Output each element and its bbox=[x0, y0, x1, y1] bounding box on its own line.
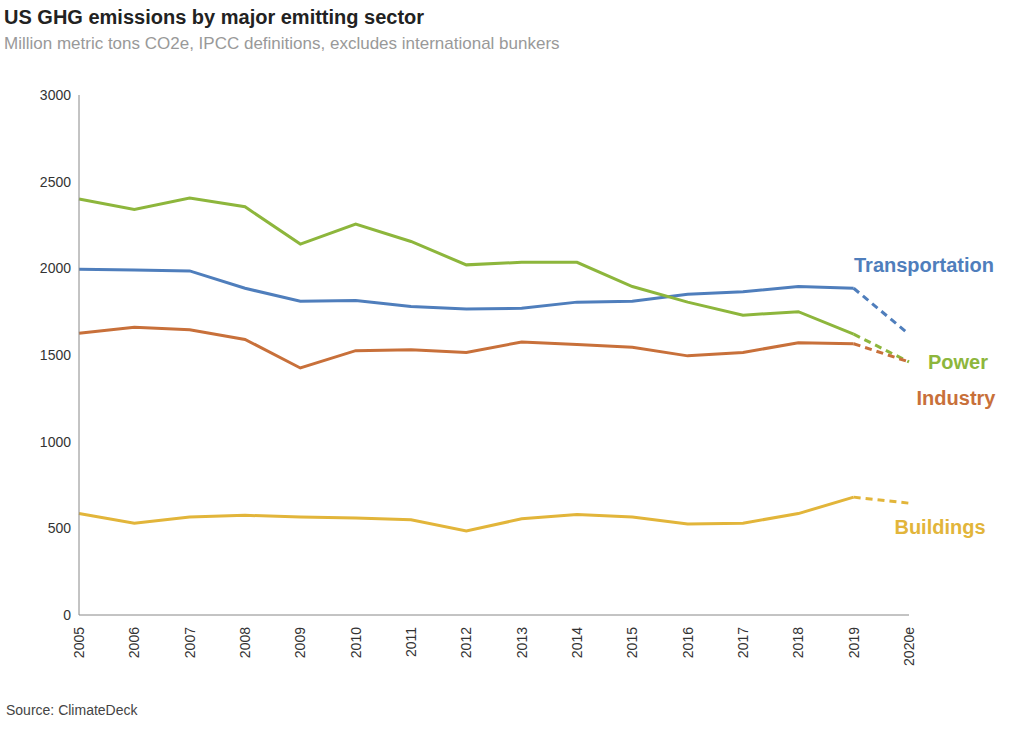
svg-text:2015: 2015 bbox=[624, 627, 640, 658]
svg-text:2014: 2014 bbox=[569, 627, 585, 658]
html-text:Million metric tons CO2e, IPCC: Million metric tons CO2e, IPCC definitio… bbox=[4, 34, 560, 53]
svg-text:2000: 2000 bbox=[40, 260, 71, 276]
svg-text:2018: 2018 bbox=[790, 627, 806, 658]
svg-text:1000: 1000 bbox=[40, 434, 71, 450]
svg-text:0: 0 bbox=[63, 607, 71, 623]
svg-text:2019: 2019 bbox=[846, 627, 862, 658]
html-text:US GHG emissions by major emit: US GHG emissions by major emitting secto… bbox=[4, 6, 425, 28]
svg-text:1500: 1500 bbox=[40, 347, 71, 363]
svg-text:2020e: 2020e bbox=[901, 627, 917, 666]
svg-text:2016: 2016 bbox=[680, 627, 696, 658]
svg-text:2006: 2006 bbox=[126, 627, 142, 658]
svg-text:2007: 2007 bbox=[182, 627, 198, 658]
svg-text:Buildings: Buildings bbox=[894, 516, 985, 538]
html-text:Source: ClimateDeck: Source: ClimateDeck bbox=[6, 702, 138, 718]
svg-text:500: 500 bbox=[48, 520, 72, 536]
svg-text:2013: 2013 bbox=[514, 627, 530, 658]
svg-text:Industry: Industry bbox=[917, 387, 997, 409]
svg-text:2500: 2500 bbox=[40, 174, 71, 190]
svg-text:2017: 2017 bbox=[735, 627, 751, 658]
svg-text:2011: 2011 bbox=[403, 627, 419, 657]
svg-text:2012: 2012 bbox=[458, 627, 474, 658]
svg-text:Power: Power bbox=[928, 351, 988, 373]
svg-text:Transportation: Transportation bbox=[854, 254, 994, 276]
svg-text:2005: 2005 bbox=[71, 627, 87, 658]
svg-text:2010: 2010 bbox=[348, 627, 364, 658]
svg-text:2008: 2008 bbox=[237, 627, 253, 658]
svg-text:3000: 3000 bbox=[40, 87, 71, 103]
svg-text:2009: 2009 bbox=[292, 627, 308, 658]
